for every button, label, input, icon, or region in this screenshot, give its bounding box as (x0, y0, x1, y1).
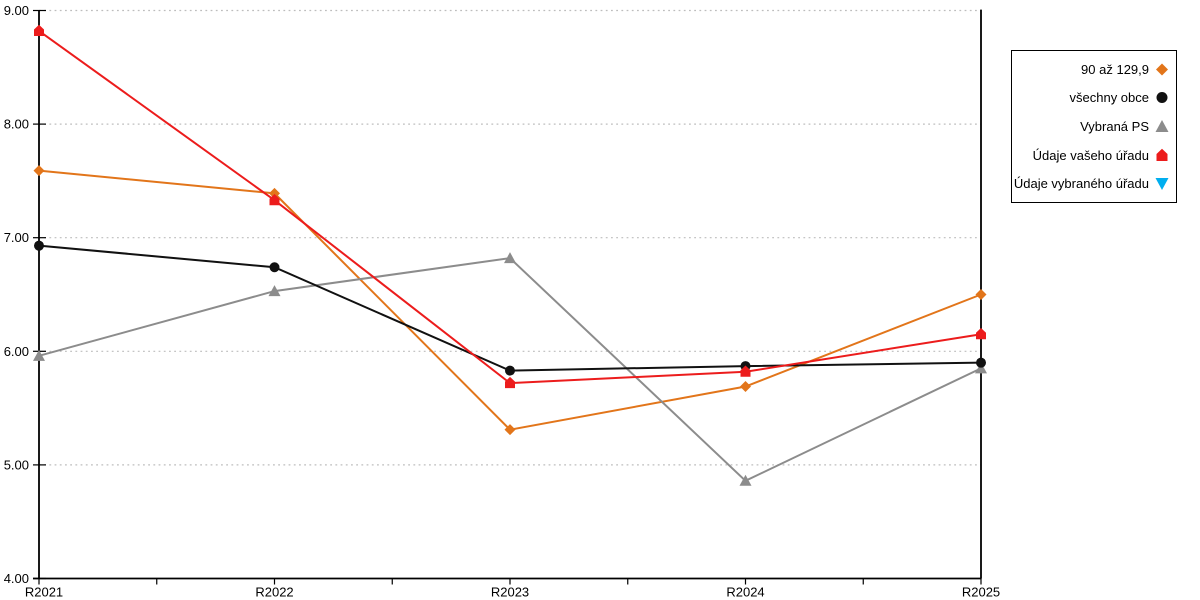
x-tick-label: R2025 (962, 585, 1000, 600)
diamond-marker-icon (1156, 63, 1168, 76)
legend-item: Vybraná PS (1016, 112, 1170, 140)
diamond-marker-icon (269, 187, 280, 199)
house-marker-icon (1156, 148, 1168, 161)
triangle-up-marker-icon (1155, 119, 1169, 132)
legend-item: 90 až 129,9 (1016, 55, 1170, 83)
circle-marker-icon (976, 357, 986, 368)
circle-marker-icon (34, 240, 44, 251)
legend-item-label: Údaje vašeho úřadu (1032, 147, 1149, 163)
house-marker-icon (269, 194, 280, 206)
circle-marker-icon (505, 365, 515, 376)
x-tick-label: R2024 (726, 585, 764, 600)
legend-marker (1156, 148, 1168, 161)
legend-item: všechny obce (1016, 84, 1170, 112)
legend-item: Údaje vašeho úřadu (1016, 141, 1170, 169)
series-line (38, 169, 982, 431)
legend-item-label: všechny obce (1069, 90, 1150, 106)
legend-item-label: Vybraná PS (1080, 118, 1149, 134)
y-tick-label: 6.00 (4, 344, 29, 359)
x-tick-label: R2021 (25, 585, 63, 600)
diamond-marker-icon (975, 289, 987, 300)
circle-marker-icon (1156, 92, 1168, 104)
y-tick-label: 9.00 (4, 3, 29, 18)
y-tick-label: 5.00 (4, 457, 29, 472)
triangle-up-marker-icon (975, 362, 987, 374)
legend-item: Údaje vybraného úřadu (1013, 170, 1170, 198)
diamond-marker-icon (740, 381, 751, 393)
legend-item-label: 90 až 129,9 (1081, 61, 1149, 77)
triangle-down-marker-icon (1155, 178, 1169, 191)
legend-marker (1155, 178, 1169, 191)
triangle-up-marker-icon (504, 252, 516, 264)
legend-item-label: Údaje vybraného úřadu (1013, 176, 1149, 192)
house-marker-icon (505, 376, 515, 389)
circle-marker-icon (269, 262, 280, 273)
legend-marker (1155, 119, 1169, 132)
house-marker-icon (976, 328, 986, 340)
series-line (38, 30, 982, 385)
legend-marker (1156, 63, 1168, 76)
y-tick-label: 7.00 (4, 230, 29, 245)
y-tick-label: 8.00 (4, 117, 29, 132)
triangle-up-marker-icon (739, 474, 752, 486)
x-tick-label: R2023 (491, 585, 529, 600)
x-tick-label: R2022 (255, 585, 293, 600)
diamond-marker-icon (504, 424, 516, 436)
diamond-marker-icon (33, 165, 45, 177)
house-marker-icon (34, 24, 44, 36)
house-marker-icon (740, 365, 751, 377)
legend: 90 až 129,9 všechny obce Vybraná PS Údaje v… (1011, 50, 1177, 203)
triangle-up-marker-icon (33, 349, 45, 361)
y-tick-label: 4.00 (4, 571, 29, 586)
triangle-up-marker-icon (268, 285, 281, 297)
legend-marker (1156, 92, 1168, 104)
